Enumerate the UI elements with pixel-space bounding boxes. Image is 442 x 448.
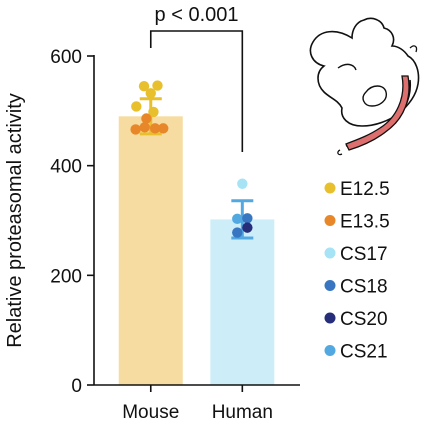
legend-item-cs18: CS18 <box>324 277 388 298</box>
bar-mouse <box>118 116 183 386</box>
data-point-cs18 <box>232 227 243 238</box>
data-point-cs21 <box>232 213 243 225</box>
legend-label: E13.5 <box>340 212 390 233</box>
data-point-e12-5 <box>148 106 159 118</box>
data-point-e12-5 <box>145 88 156 99</box>
legend: E12.5 E13.5 CS17 CS18 CS20 CS21 <box>324 179 390 363</box>
data-point-e13-5 <box>141 113 152 124</box>
data-point-e13-5 <box>157 123 169 134</box>
embryo-cut-bottom <box>337 149 343 156</box>
legend-swatch <box>324 280 336 291</box>
legend-swatch <box>324 215 336 226</box>
legend-item-cs20: CS20 <box>324 309 388 330</box>
embryo-eye-line <box>337 63 357 71</box>
y-tick-label: 200 <box>50 266 82 287</box>
legend-swatch <box>324 312 336 324</box>
x-tick-label: Human <box>212 402 273 423</box>
legend-item-e12-5: E12.5 <box>324 179 390 200</box>
y-tick-label: 600 <box>50 47 82 68</box>
embryo-highlight-region <box>345 75 410 151</box>
data-point-e13-5 <box>149 123 161 134</box>
legend-label: CS18 <box>340 277 388 298</box>
legend-label: CS17 <box>340 244 388 265</box>
x-tick-label: Mouse <box>122 402 179 423</box>
y-axis-title: Relative proteasomal activity <box>4 93 26 348</box>
p-value-label: p < 0.001 <box>155 4 239 26</box>
legend-swatch <box>324 247 336 259</box>
legend-item-cs21: CS21 <box>324 342 388 363</box>
data-point-cs17 <box>237 178 248 189</box>
y-tick-label: 0 <box>71 376 82 397</box>
legend-label: CS20 <box>340 309 388 330</box>
data-point-cs20 <box>242 222 253 233</box>
embryo-icon <box>309 17 420 156</box>
embryo-cut-top <box>409 45 418 53</box>
legend-label: E12.5 <box>340 179 390 200</box>
significance-bracket <box>149 30 244 152</box>
data-point-e13-5 <box>130 124 141 135</box>
y-tick-label: 400 <box>50 157 82 178</box>
data-point-cs18 <box>242 213 253 224</box>
data-point-e12-5 <box>138 80 150 92</box>
data-point-e12-5 <box>152 80 163 91</box>
embryo-limb <box>362 85 387 107</box>
plot-area: 0 200 400 600 Mouse Human Relative proteasomal… <box>4 4 300 423</box>
legend-item-cs17: CS17 <box>324 244 388 265</box>
legend-label: CS21 <box>340 342 388 363</box>
bar-human <box>210 219 275 385</box>
legend-swatch <box>324 345 336 356</box>
data-point-e13-5 <box>139 122 150 133</box>
data-point-e12-5 <box>131 101 142 112</box>
legend-item-e13-5: E13.5 <box>324 212 390 233</box>
legend-swatch <box>324 182 336 194</box>
